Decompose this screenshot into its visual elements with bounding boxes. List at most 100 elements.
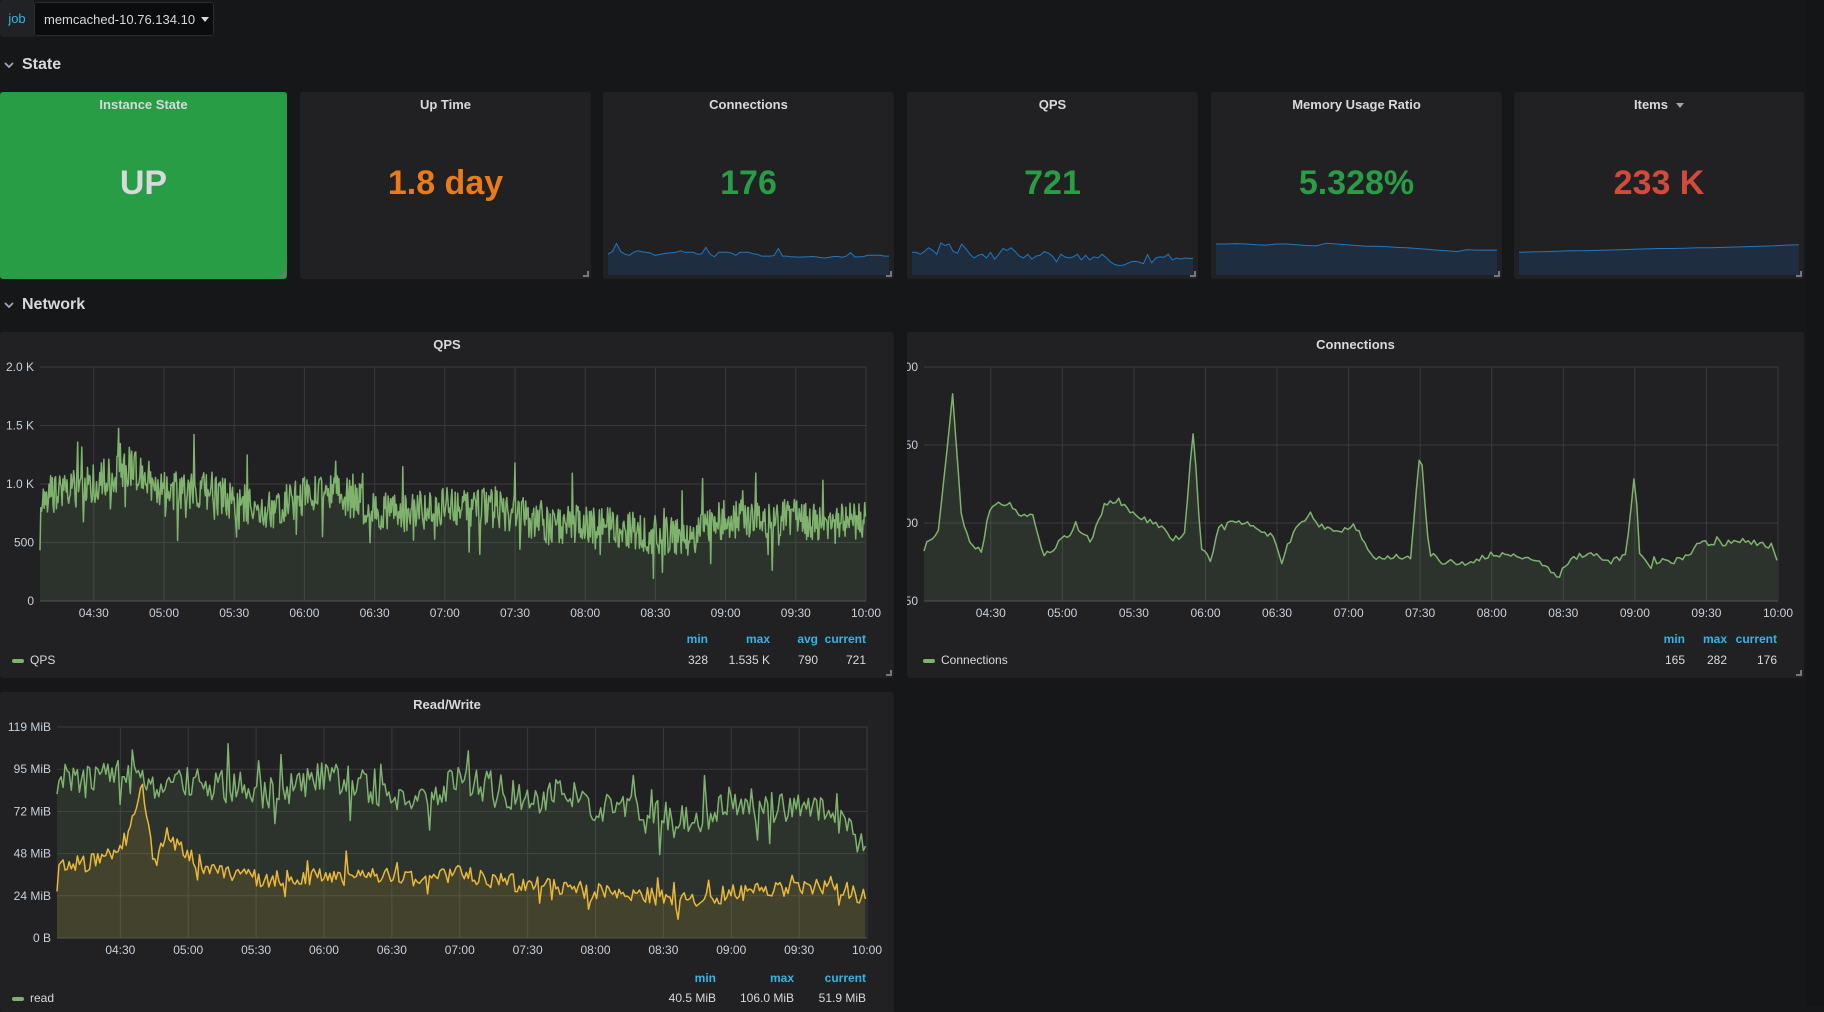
x-tick-label: 10:00	[851, 606, 881, 620]
resize-handle[interactable]	[1796, 670, 1802, 676]
qps-chart: 0 500 1.0 K 1.5 K 2.0 K 04:30 05:00 05:30 06:00 0…	[6, 360, 881, 620]
stat-panel-instance-state[interactable]: Instance State UP	[0, 92, 287, 279]
y-tick-label: 48 MiB	[14, 847, 51, 861]
series-area-Connections	[924, 393, 1777, 601]
y-tick-label: 150	[907, 594, 918, 608]
sparkline-line	[912, 242, 1193, 267]
row-header-network[interactable]: Network	[0, 293, 85, 317]
stat-value: 721	[1024, 164, 1081, 202]
sparkline-line	[1519, 244, 1799, 253]
variable-label-job: job	[0, 0, 34, 37]
resize-handle[interactable]	[886, 670, 892, 676]
graph-panel-read-write[interactable]: Read/Write 0 B 24 MiB 48 MiB 72 MiB 95 MiB 11…	[0, 692, 894, 1012]
series-line-read	[56, 742, 867, 856]
panel-title[interactable]: QPS	[907, 97, 1198, 112]
panel-title[interactable]: Read/Write	[413, 697, 481, 712]
stat-panel-items[interactable]: Items 233 K	[1514, 92, 1804, 279]
x-tick-label: 06:30	[360, 606, 390, 620]
y-tick-label: 200	[907, 516, 918, 530]
x-tick-label: 04:30	[976, 606, 1006, 620]
panel-title-text: Connections	[709, 97, 788, 112]
panel-menu-caret-icon[interactable]	[1675, 103, 1684, 109]
panel-title[interactable]: Memory Usage Ratio	[1211, 97, 1502, 112]
legend-series-name: Connections	[941, 653, 1008, 667]
x-tick-label: 07:30	[500, 606, 530, 620]
legend-value-max: 1.535 K	[728, 653, 770, 667]
x-tick-label: 06:00	[309, 943, 339, 957]
x-tick-label: 07:00	[445, 943, 475, 957]
stat-panel-connections[interactable]: Connections 176	[603, 92, 894, 279]
graph-panel-qps[interactable]: QPS 0 500 1.0 K 1.5 K 2.0 K 04:30 05:00 05:30 06…	[0, 332, 894, 678]
x-tick-label: 05:30	[219, 606, 249, 620]
series-line-Connections	[923, 393, 1778, 578]
legend-header-current[interactable]: current	[824, 971, 866, 985]
legend-item-read[interactable]: read	[12, 991, 54, 1005]
x-tick-label: 09:00	[1620, 606, 1650, 620]
panel-title-text: Up Time	[419, 97, 472, 112]
legend-header-min[interactable]: min	[686, 632, 708, 646]
resize-handle[interactable]	[1494, 271, 1500, 277]
x-tick-label: 08:00	[1477, 606, 1507, 620]
legend-value-current: 51.9 MiB	[818, 991, 866, 1005]
resize-handle[interactable]	[1190, 271, 1196, 277]
y-tick-label: 0 B	[33, 931, 51, 945]
legend-series-name: read	[30, 991, 55, 1005]
series-line-write	[56, 783, 867, 920]
stat-panel-qps[interactable]: QPS 721	[907, 92, 1198, 279]
legend-header-max[interactable]: max	[769, 971, 794, 985]
row-header-state[interactable]: State	[0, 53, 61, 77]
legend-header-current[interactable]: current	[1735, 632, 1777, 646]
scrollbar-gutter[interactable]	[1806, 0, 1824, 1006]
x-tick-label: 06:00	[289, 606, 319, 620]
row-title: State	[22, 56, 62, 73]
resize-handle[interactable]	[886, 271, 892, 277]
x-tick-label: 05:30	[1119, 606, 1149, 620]
job-variable-dropdown[interactable]: memcached-10.76.134.10	[34, 2, 214, 36]
stat-panel-up-time[interactable]: Up Time 1.8 day	[300, 92, 591, 279]
panel-title-text: Instance State	[99, 97, 188, 112]
y-tick-label: 1.5 K	[6, 419, 34, 433]
x-tick-label: 09:30	[1691, 606, 1721, 620]
x-tick-label: 09:00	[711, 606, 741, 620]
resize-handle[interactable]	[583, 271, 589, 277]
panel-title[interactable]: Connections	[1316, 337, 1395, 352]
panel-title[interactable]: Items	[1514, 97, 1804, 112]
chevron-down-icon	[4, 62, 14, 69]
panel-title[interactable]: QPS	[433, 337, 461, 352]
x-tick-label: 08:30	[648, 943, 678, 957]
x-tick-label: 08:30	[640, 606, 670, 620]
x-tick-label: 04:30	[105, 943, 135, 957]
x-tick-label: 06:30	[1262, 606, 1292, 620]
sparkline-area	[608, 243, 889, 275]
stat-value: 5.328%	[1298, 164, 1415, 202]
x-tick-label: 07:30	[1405, 606, 1435, 620]
panel-title-text: QPS	[1038, 97, 1067, 112]
y-tick-label: 300	[907, 360, 918, 374]
panel-title-text: Memory Usage Ratio	[1292, 97, 1421, 112]
legend-swatch	[12, 658, 24, 663]
panel-title[interactable]: Connections	[603, 97, 894, 112]
job-variable-value: memcached-10.76.134.10	[44, 11, 196, 27]
x-tick-label: 05:30	[241, 943, 271, 957]
panel-title[interactable]: Instance State	[0, 97, 287, 112]
y-tick-label: 72 MiB	[14, 804, 51, 818]
panel-title[interactable]: Up Time	[300, 97, 591, 112]
legend-value-max: 106.0 MiB	[739, 991, 794, 1005]
graph-panel-connections[interactable]: Connections 150 200 250 300 04:30 05:00 05:30 0…	[907, 332, 1804, 678]
resize-handle[interactable]	[279, 271, 285, 277]
legend-header-min[interactable]: min	[1663, 632, 1685, 646]
legend-header-avg[interactable]: avg	[797, 632, 818, 646]
legend-header-min[interactable]: min	[694, 971, 716, 985]
stat-panel-memory-usage-ratio[interactable]: Memory Usage Ratio 5.328%	[1211, 92, 1502, 279]
legend-header-current[interactable]: current	[824, 632, 866, 646]
x-tick-label: 05:00	[149, 606, 179, 620]
legend-header-max[interactable]: max	[745, 632, 770, 646]
row-title: Network	[22, 296, 86, 313]
resize-handle[interactable]	[1796, 271, 1802, 277]
legend-header-max[interactable]: max	[1702, 632, 1727, 646]
legend-value-min: 165	[1664, 653, 1685, 667]
series-area-write	[57, 784, 866, 938]
legend-item-connections[interactable]: Connections	[923, 653, 1008, 667]
legend-item-qps[interactable]: QPS	[12, 653, 55, 667]
x-tick-label: 07:30	[513, 943, 543, 957]
